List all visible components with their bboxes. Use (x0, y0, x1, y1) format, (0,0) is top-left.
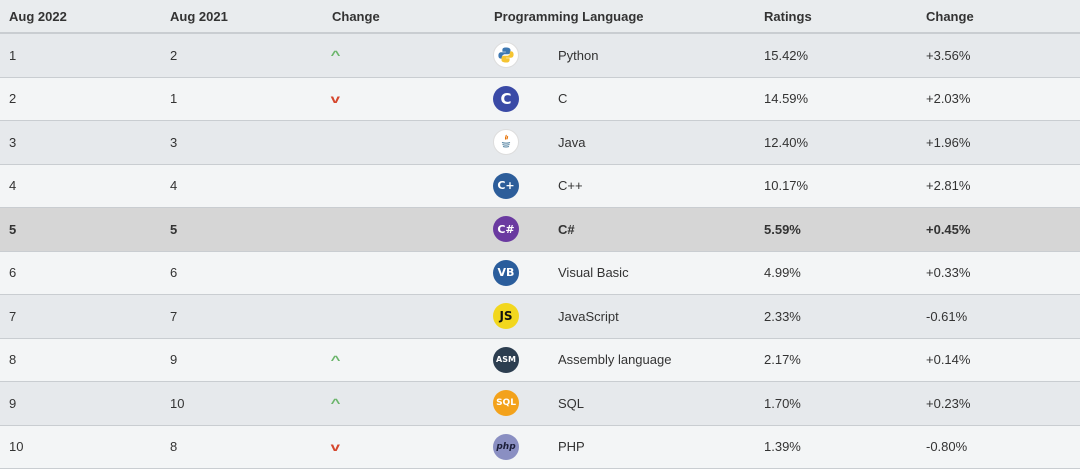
c-logo-icon: C (493, 78, 519, 121)
rating-change-value: +0.45% (926, 208, 970, 251)
rating-value: 5.59% (764, 208, 801, 251)
current-rank: 1 (9, 34, 16, 77)
table-row: 2 1 v C C 14.59% +2.03% (0, 78, 1080, 122)
language-name[interactable]: Assembly language (558, 339, 671, 382)
current-rank: 4 (9, 165, 16, 208)
rating-value: 1.70% (764, 382, 801, 425)
rating-change-value: +0.23% (926, 382, 970, 425)
table-row-highlighted: 5 5 C# C# 5.59% +0.45% (0, 208, 1080, 252)
header-previous-rank[interactable]: Aug 2021 (170, 0, 228, 32)
current-rank: 9 (9, 382, 16, 425)
trend-down-icon: v (332, 426, 339, 469)
trend-down-icon: v (332, 78, 339, 121)
rating-value: 12.40% (764, 121, 808, 164)
table-header: Aug 2022 Aug 2021 Change Programming Lan… (0, 0, 1080, 34)
language-name[interactable]: JavaScript (558, 295, 619, 338)
trend-up-icon: ^ (332, 382, 339, 425)
trend-up-icon: ^ (332, 34, 339, 77)
table-row: 4 4 C+ C++ 10.17% +2.81% (0, 165, 1080, 209)
rating-change-value: -0.80% (926, 426, 967, 469)
current-rank: 10 (9, 426, 23, 469)
header-current-rank[interactable]: Aug 2022 (9, 0, 67, 32)
language-name[interactable]: Java (558, 121, 585, 164)
previous-rank: 9 (170, 339, 177, 382)
sql-logo-icon: SQL (493, 382, 519, 425)
current-rank: 8 (9, 339, 16, 382)
language-name[interactable]: Visual Basic (558, 252, 629, 295)
previous-rank: 10 (170, 382, 184, 425)
rating-change-value: +2.03% (926, 78, 970, 121)
current-rank: 7 (9, 295, 16, 338)
rating-value: 15.42% (764, 34, 808, 77)
header-rating-change[interactable]: Change (926, 0, 974, 32)
header-change[interactable]: Change (332, 0, 380, 32)
header-ratings[interactable]: Ratings (764, 0, 812, 32)
previous-rank: 4 (170, 165, 177, 208)
language-name[interactable]: C++ (558, 165, 583, 208)
rating-value: 10.17% (764, 165, 808, 208)
language-name[interactable]: C (558, 78, 567, 121)
table-row: 8 9 ^ ASM Assembly language 2.17% +0.14% (0, 339, 1080, 383)
previous-rank: 1 (170, 78, 177, 121)
language-name[interactable]: PHP (558, 426, 585, 469)
previous-rank: 2 (170, 34, 177, 77)
language-name[interactable]: C# (558, 208, 575, 251)
assembly-logo-icon: ASM (493, 339, 519, 382)
language-name[interactable]: Python (558, 34, 598, 77)
cpp-logo-icon: C+ (493, 165, 519, 208)
header-language[interactable]: Programming Language (494, 0, 644, 32)
table-row: 6 6 VB Visual Basic 4.99% +0.33% (0, 252, 1080, 296)
csharp-logo-icon: C# (493, 208, 519, 251)
current-rank: 3 (9, 121, 16, 164)
table-row: 7 7 JS JavaScript 2.33% -0.61% (0, 295, 1080, 339)
javascript-logo-icon: JS (493, 295, 519, 338)
current-rank: 2 (9, 78, 16, 121)
rating-change-value: +1.96% (926, 121, 970, 164)
rating-change-value: +0.14% (926, 339, 970, 382)
java-logo-icon (493, 121, 519, 164)
table-row: 10 8 v php PHP 1.39% -0.80% (0, 426, 1080, 469)
rating-value: 4.99% (764, 252, 801, 295)
current-rank: 5 (9, 208, 16, 251)
php-logo-icon: php (493, 426, 519, 469)
table-row: 9 10 ^ SQL SQL 1.70% +0.23% (0, 382, 1080, 426)
rating-change-value: +3.56% (926, 34, 970, 77)
rating-value: 2.17% (764, 339, 801, 382)
trend-up-icon: ^ (332, 339, 339, 382)
rating-change-value: -0.61% (926, 295, 967, 338)
python-logo-icon (493, 34, 519, 77)
previous-rank: 3 (170, 121, 177, 164)
rating-value: 2.33% (764, 295, 801, 338)
current-rank: 6 (9, 252, 16, 295)
previous-rank: 5 (170, 208, 177, 251)
previous-rank: 7 (170, 295, 177, 338)
rating-value: 14.59% (764, 78, 808, 121)
rating-change-value: +0.33% (926, 252, 970, 295)
previous-rank: 8 (170, 426, 177, 469)
table-row: 3 3 Java 12.40% +1.96% (0, 121, 1080, 165)
table-row: 1 2 ^ Python 15.42% +3.56% (0, 34, 1080, 78)
visual-basic-logo-icon: VB (493, 252, 519, 295)
language-name[interactable]: SQL (558, 382, 584, 425)
previous-rank: 6 (170, 252, 177, 295)
rating-change-value: +2.81% (926, 165, 970, 208)
rating-value: 1.39% (764, 426, 801, 469)
